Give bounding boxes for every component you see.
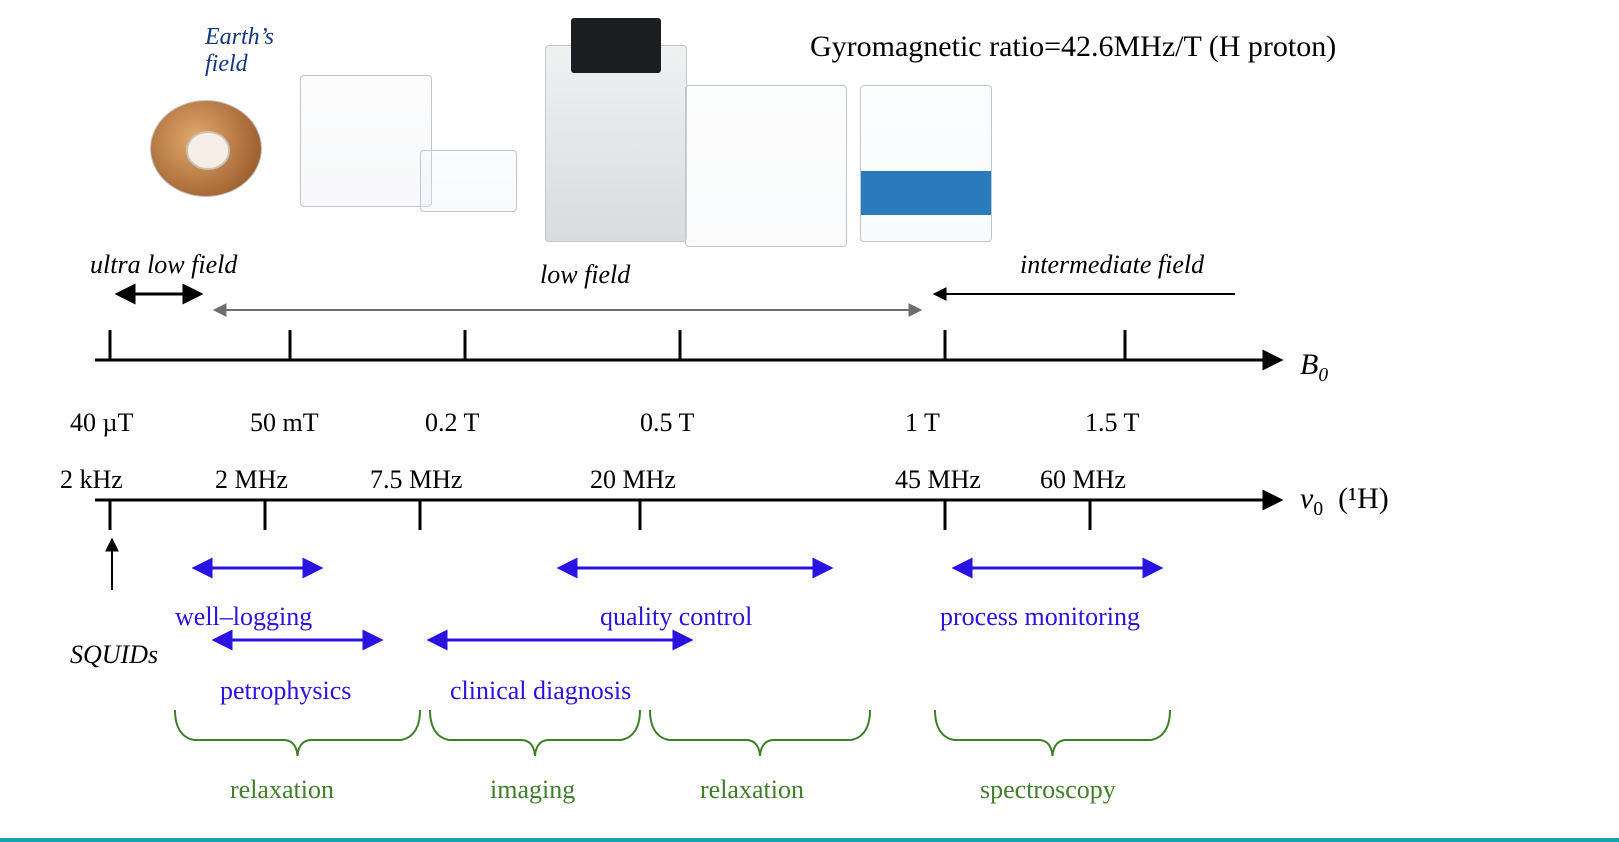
squids-label: SQUIDs <box>70 640 158 670</box>
nu-tick-60MHz: 60 MHz <box>1040 465 1180 495</box>
nu-tick-2MHz: 2 MHz <box>215 465 355 495</box>
brace-label-imaging: imaging <box>490 775 575 805</box>
b0-tick-40µT: 40 µT <box>70 408 190 438</box>
brace-relaxation1 <box>175 710 420 756</box>
nu-tick-45MHz: 45 MHz <box>895 465 1035 495</box>
b0-tick-0.5T: 0.5 T <box>640 408 760 438</box>
nu-tick-7.5MHz: 7.5 MHz <box>370 465 510 495</box>
app-label-well_logging: well–logging <box>175 602 312 632</box>
app-label-petrophysics: petrophysics <box>220 676 351 706</box>
b0-tick-1.5T: 1.5 T <box>1085 408 1205 438</box>
brace-label-relaxation2: relaxation <box>700 775 804 805</box>
brace-spectroscopy <box>935 710 1170 756</box>
b0-tick-0.2T: 0.2 T <box>425 408 545 438</box>
brace-label-spectroscopy: spectroscopy <box>980 775 1116 805</box>
bottom-accent-rule <box>0 838 1619 842</box>
diagram-svg <box>0 0 1619 842</box>
brace-label-relaxation1: relaxation <box>230 775 334 805</box>
axis-b0-name: B0 <box>1300 348 1328 387</box>
brace-imaging <box>430 710 640 756</box>
nu-tick-2kHz: 2 kHz <box>60 465 200 495</box>
app-label-quality_control: quality control <box>600 602 752 632</box>
app-label-process_monitoring: process monitoring <box>940 602 1140 632</box>
diagram-stage: Gyromagnetic ratio=42.6MHz/T (H proton) … <box>0 0 1619 842</box>
axis-nu0-name: ν0 (¹H) <box>1300 482 1389 521</box>
nu-tick-20MHz: 20 MHz <box>590 465 730 495</box>
b0-tick-1T: 1 T <box>905 408 1025 438</box>
brace-relaxation2 <box>650 710 870 756</box>
app-label-clinical_diagnosis: clinical diagnosis <box>450 676 631 706</box>
b0-tick-50mT: 50 mT <box>250 408 370 438</box>
